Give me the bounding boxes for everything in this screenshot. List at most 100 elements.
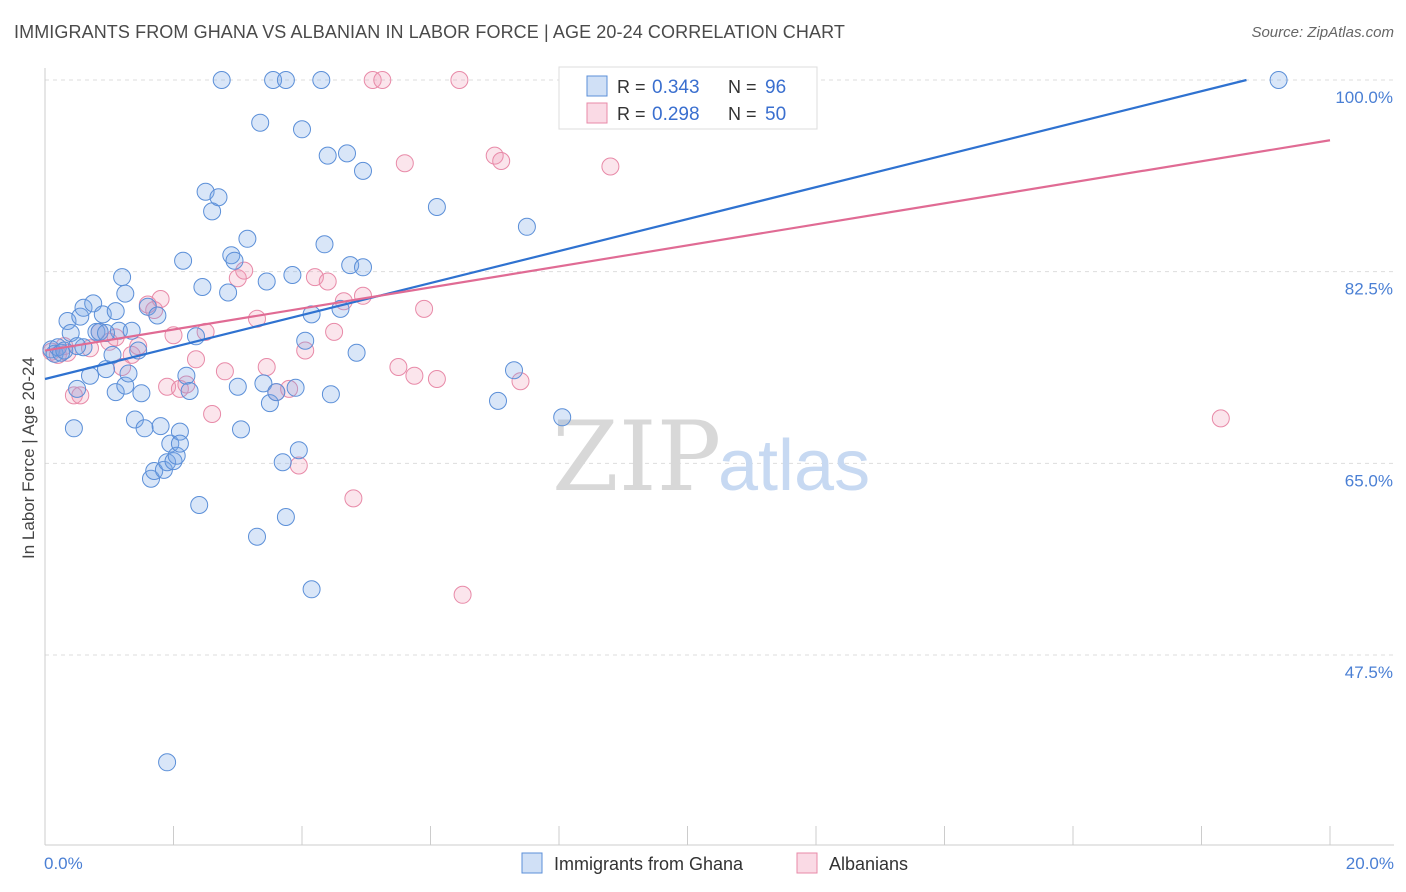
- albanian-point: [228, 269, 247, 288]
- watermark-atlas: atlas: [718, 426, 870, 506]
- ghana-point: [273, 453, 292, 472]
- albanian-point: [187, 350, 205, 369]
- watermark-zip: ZIP: [552, 401, 721, 513]
- ghana-trend-line: [44, 78, 1247, 381]
- ghana-point: [321, 385, 340, 404]
- ghana-point: [505, 361, 523, 380]
- ghana-point: [354, 258, 372, 277]
- ghana-point: [68, 379, 87, 398]
- series-legend-swatch-albanians: [796, 852, 818, 874]
- ghana-point: [193, 278, 212, 296]
- albanian-point: [405, 366, 424, 385]
- ghana-point: [177, 366, 196, 385]
- albanian-point: [492, 152, 511, 170]
- albanian-point: [415, 299, 434, 318]
- albanian-point: [203, 405, 222, 423]
- ghana-point: [248, 527, 266, 546]
- ghana-point: [232, 420, 250, 439]
- grid-lines: [45, 79, 1394, 656]
- ghana-point: [90, 322, 109, 341]
- ghana-point: [135, 419, 154, 438]
- ghana-point: [113, 268, 132, 287]
- albanian-point: [257, 358, 276, 376]
- x-tick-marks: [44, 826, 1331, 845]
- source-label: Source: ZipAtlas.com: [1251, 24, 1394, 41]
- albanian-point: [215, 362, 234, 381]
- ghana-point: [190, 496, 209, 514]
- ghana-point: [254, 374, 273, 393]
- ghana-point: [312, 71, 331, 89]
- watermark: ZIP atlas: [552, 401, 870, 513]
- series-legend: Immigrants from Ghana Albanians: [521, 852, 908, 874]
- y-axis-label: In Labor Force | Age 20-24: [19, 357, 38, 559]
- ghana-point: [276, 71, 295, 89]
- ghana-point: [106, 302, 125, 321]
- ghana-point: [74, 298, 93, 317]
- ghana-point: [174, 251, 193, 270]
- y-tick-label: 65.0%: [1345, 471, 1393, 490]
- axes: [44, 68, 1394, 846]
- albanian-point: [453, 585, 472, 604]
- ghana-point: [267, 383, 286, 402]
- ghana-point: [158, 453, 177, 472]
- ghana-point: [302, 580, 321, 599]
- y-tick-label: 47.5%: [1345, 663, 1393, 682]
- albanian-point: [450, 71, 469, 89]
- ghana-point: [219, 283, 238, 302]
- ghana-point: [106, 383, 125, 402]
- ghana-point: [286, 378, 305, 397]
- ghana-point: [517, 217, 536, 236]
- ghana-point: [116, 284, 135, 303]
- ghana-point: [151, 417, 170, 436]
- ghana-point: [354, 161, 372, 180]
- ghana-point: [489, 391, 507, 410]
- ghana-point: [315, 235, 334, 254]
- x-tick-label-max: 20.0%: [1346, 854, 1394, 873]
- x-tick-label-min: 0.0%: [44, 854, 83, 873]
- series-legend-label-ghana: Immigrants from Ghana: [554, 854, 744, 874]
- albanian-point: [296, 341, 315, 360]
- ghana-point: [228, 377, 247, 396]
- ghana-point: [276, 508, 295, 526]
- chart-title: IMMIGRANTS FROM GHANA VS ALBANIAN IN LAB…: [14, 22, 845, 42]
- series-legend-swatch-ghana: [521, 852, 543, 874]
- albanian-point: [129, 337, 148, 356]
- legend-n-value-albanians: 50: [765, 104, 786, 125]
- ghana-point: [251, 113, 270, 132]
- ghana-point: [148, 306, 167, 325]
- ghana-point: [347, 343, 366, 362]
- ghana-point: [289, 441, 308, 460]
- legend-swatch-albanians: [586, 102, 608, 124]
- ghana-point: [116, 376, 135, 395]
- ghana-point: [283, 266, 302, 284]
- albanian-point: [363, 71, 382, 89]
- legend-swatch-ghana: [586, 75, 608, 97]
- ghana-point: [257, 272, 276, 291]
- albanian-point: [389, 358, 408, 376]
- ghana-point: [61, 324, 80, 342]
- y-tick-label: 100.0%: [1335, 88, 1393, 107]
- albanian-point: [113, 358, 132, 376]
- ghana-point: [209, 188, 228, 207]
- ghana-point: [180, 382, 199, 400]
- ghana-point: [238, 229, 257, 248]
- albanian-point: [289, 456, 308, 475]
- ghana-point: [145, 462, 164, 480]
- albanian-point: [511, 372, 530, 391]
- ghana-point: [427, 198, 446, 216]
- trend-lines: [44, 78, 1331, 381]
- ghana-point: [167, 446, 186, 465]
- albanian-point: [318, 272, 337, 291]
- albanian-point: [601, 157, 620, 176]
- ghana-point: [1269, 71, 1288, 89]
- ghana-point: [132, 384, 151, 403]
- series-legend-label-albanians: Albanians: [829, 854, 908, 874]
- ghana-point: [212, 71, 231, 89]
- albanian-trend-line: [44, 139, 1331, 352]
- ghana-point: [293, 120, 311, 139]
- albanian-point: [373, 71, 392, 89]
- ghana-point: [222, 246, 241, 265]
- albanian-point: [344, 489, 363, 508]
- legend-n-label-ghana: N =: [728, 77, 757, 97]
